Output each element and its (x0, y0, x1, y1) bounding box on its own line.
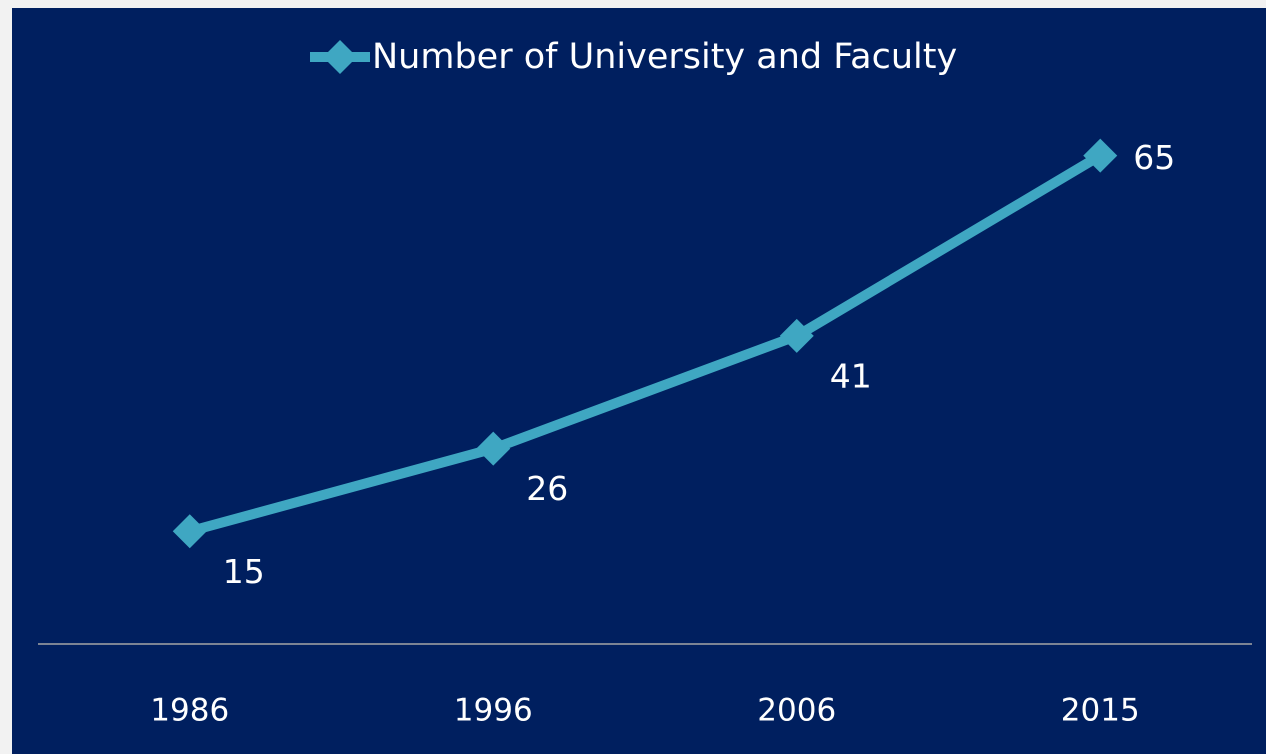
x-tick-label: 1986 (150, 693, 229, 729)
x-tick-label: 1996 (454, 693, 533, 729)
point-marker (779, 318, 814, 353)
series-line (188, 151, 1103, 537)
data-label: 15 (223, 552, 265, 591)
point-marker (172, 514, 207, 549)
data-label: 41 (830, 356, 872, 395)
legend-label: Number of University and Faculty (372, 37, 957, 77)
data-label: 26 (526, 469, 568, 508)
chart-background (12, 8, 1266, 754)
x-tick-label: 2015 (1061, 693, 1140, 729)
legend-marker (323, 40, 357, 74)
point-marker (476, 431, 511, 466)
point-marker (1083, 138, 1118, 173)
x-tick-label: 2006 (757, 693, 836, 729)
data-label: 65 (1133, 138, 1175, 177)
